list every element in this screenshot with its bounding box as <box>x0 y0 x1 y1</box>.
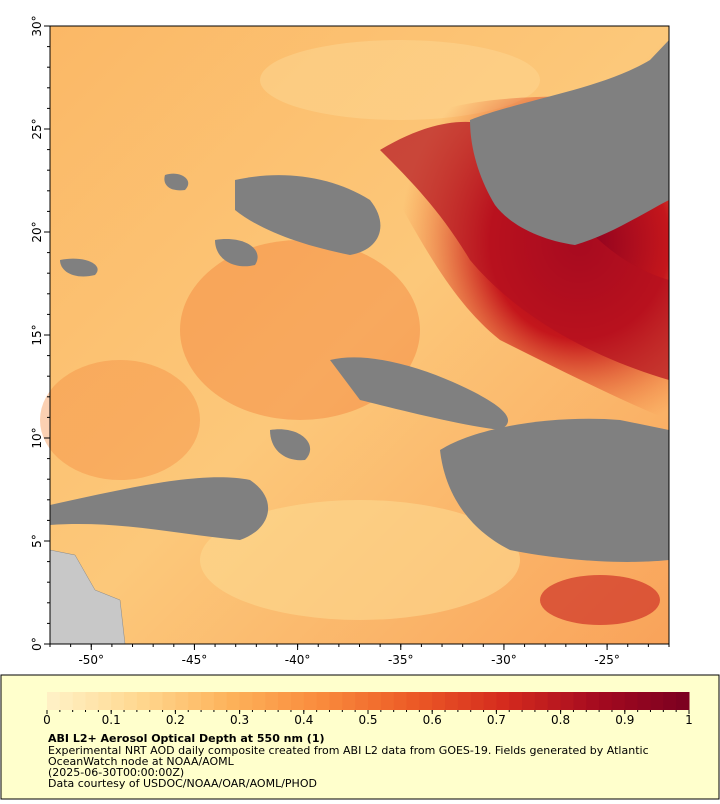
colorbar-tick-label: 0.7 <box>487 713 506 727</box>
colorbar-step <box>316 692 330 710</box>
colorbar-step <box>124 692 138 710</box>
y-tick-label: 20° <box>30 221 44 242</box>
colorbar-step <box>239 692 253 710</box>
colorbar-step <box>252 692 266 710</box>
colorbar-step <box>290 692 305 710</box>
caption-title: ABI L2+ Aerosol Optical Depth at 550 nm … <box>48 732 325 745</box>
colorbar-step <box>676 692 690 710</box>
colorbar-step <box>47 692 61 710</box>
colorbar-step <box>303 692 318 710</box>
colorbar-step <box>162 692 176 710</box>
colorbar-step <box>59 692 74 710</box>
colorbar-step <box>380 692 395 710</box>
colorbar-step <box>149 692 164 710</box>
x-tick-label: -25° <box>594 653 620 667</box>
y-tick-label: 0° <box>30 637 44 651</box>
colorbar-tick-label: 0.4 <box>294 713 313 727</box>
colorbar-step <box>534 692 549 710</box>
colorbar-step <box>445 692 459 710</box>
colorbar-step <box>573 692 587 710</box>
colorbar-step <box>72 692 87 710</box>
colorbar-step <box>188 692 202 710</box>
caption-line: OceanWatch node at NOAA/AOML <box>48 755 235 768</box>
x-tick-label: -35° <box>388 653 414 667</box>
colorbar-tick-label: 0.3 <box>230 713 249 727</box>
y-tick-label: 10° <box>30 427 44 448</box>
y-tick-label: 15° <box>30 324 44 345</box>
x-tick-label: -30° <box>491 653 517 667</box>
colorbar-step <box>663 692 677 710</box>
colorbar-step <box>355 692 369 710</box>
colorbar-step <box>329 692 343 710</box>
x-tick-label: -40° <box>285 653 311 667</box>
colorbar-step <box>213 692 228 710</box>
colorbar-step <box>278 692 292 710</box>
colorbar-step <box>483 692 497 710</box>
colorbar-tick-label: 0.1 <box>102 713 121 727</box>
colorbar-tick-label: 0.6 <box>423 713 442 727</box>
colorbar-step <box>85 692 99 710</box>
colorbar-step <box>226 692 241 710</box>
colorbar: 0 0.1 0.2 0.3 0.4 0.5 0.6 0.7 0.8 0.9 1 <box>43 692 693 727</box>
x-tick-label: -50° <box>78 653 104 667</box>
colorbar-step <box>98 692 112 710</box>
caption-line: Data courtesy of USDOC/NOAA/OAR/AOML/PHO… <box>48 777 317 790</box>
colorbar-tick-label: 1 <box>685 713 693 727</box>
colorbar-step <box>265 692 279 710</box>
colorbar-step <box>406 692 420 710</box>
caption-line: (2025-06-30T00:00:00Z) <box>48 766 184 779</box>
colorbar-step <box>650 692 664 710</box>
colorbar-step <box>175 692 189 710</box>
colorbar-step <box>599 692 613 710</box>
colorbar-step <box>470 692 485 710</box>
colorbar-step <box>496 692 510 710</box>
colorbar-step <box>547 692 562 710</box>
colorbar-step <box>136 692 151 710</box>
y-tick-label: 25° <box>30 118 44 139</box>
x-tick-label: -45° <box>182 653 208 667</box>
map-image <box>40 25 670 645</box>
colorbar-step <box>586 692 600 710</box>
colorbar-tick-label: 0.8 <box>551 713 570 727</box>
colorbar-step <box>624 692 639 710</box>
colorbar-step <box>419 692 433 710</box>
colorbar-step <box>342 692 356 710</box>
colorbar-step <box>111 692 125 710</box>
colorbar-step <box>457 692 472 710</box>
colorbar-tick-label: 0 <box>43 713 51 727</box>
colorbar-step <box>560 692 574 710</box>
colorbar-tick-label: 0.9 <box>615 713 634 727</box>
colorbar-step <box>201 692 215 710</box>
colorbar-step <box>393 692 408 710</box>
axes: -50° -45° -40° -35° -30° -25° 0° 5° 10° 15° 20° 25°… <box>30 15 670 667</box>
colorbar-step <box>637 692 651 710</box>
colorbar-tick-label: 0.5 <box>358 713 377 727</box>
colorbar-step <box>522 692 536 710</box>
colorbar-step <box>368 692 382 710</box>
colorbar-step <box>432 692 446 710</box>
caption-line: Experimental NRT AOD daily composite cre… <box>48 744 649 757</box>
colorbar-step <box>509 692 523 710</box>
y-tick-label: 5° <box>30 534 44 548</box>
colorbar-step <box>611 692 626 710</box>
colorbar-tick-label: 0.2 <box>166 713 185 727</box>
y-tick-label: 30° <box>30 15 44 36</box>
